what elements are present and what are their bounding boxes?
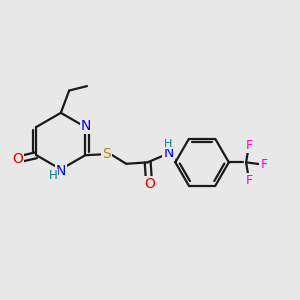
Text: O: O [144,177,154,191]
Text: S: S [103,147,111,161]
Text: N: N [56,164,66,178]
Text: H: H [49,169,58,182]
Text: F: F [260,158,268,171]
Text: N: N [163,146,174,160]
Text: F: F [245,174,253,187]
Text: H: H [164,139,173,148]
Text: F: F [245,139,253,152]
Text: O: O [12,152,23,166]
Text: N: N [81,119,92,134]
